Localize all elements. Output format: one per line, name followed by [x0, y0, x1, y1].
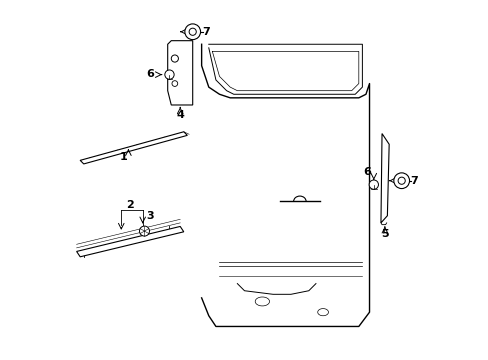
Circle shape: [393, 173, 408, 189]
Circle shape: [189, 28, 196, 35]
Text: 5: 5: [380, 229, 388, 239]
Text: 4: 4: [176, 110, 184, 120]
Circle shape: [184, 24, 200, 40]
Text: 7: 7: [409, 176, 417, 186]
Polygon shape: [80, 132, 187, 164]
Polygon shape: [167, 41, 192, 105]
Circle shape: [368, 180, 378, 189]
Circle shape: [139, 226, 149, 236]
Text: 7: 7: [202, 27, 210, 37]
Text: 2: 2: [126, 200, 134, 210]
Circle shape: [172, 81, 177, 86]
Circle shape: [397, 177, 405, 184]
Circle shape: [171, 55, 178, 62]
Circle shape: [164, 70, 174, 79]
Text: 3: 3: [146, 211, 153, 221]
Text: 6: 6: [145, 69, 153, 79]
Polygon shape: [77, 226, 183, 257]
Polygon shape: [380, 134, 388, 223]
Text: 1: 1: [120, 153, 127, 162]
Text: 6: 6: [363, 167, 370, 177]
